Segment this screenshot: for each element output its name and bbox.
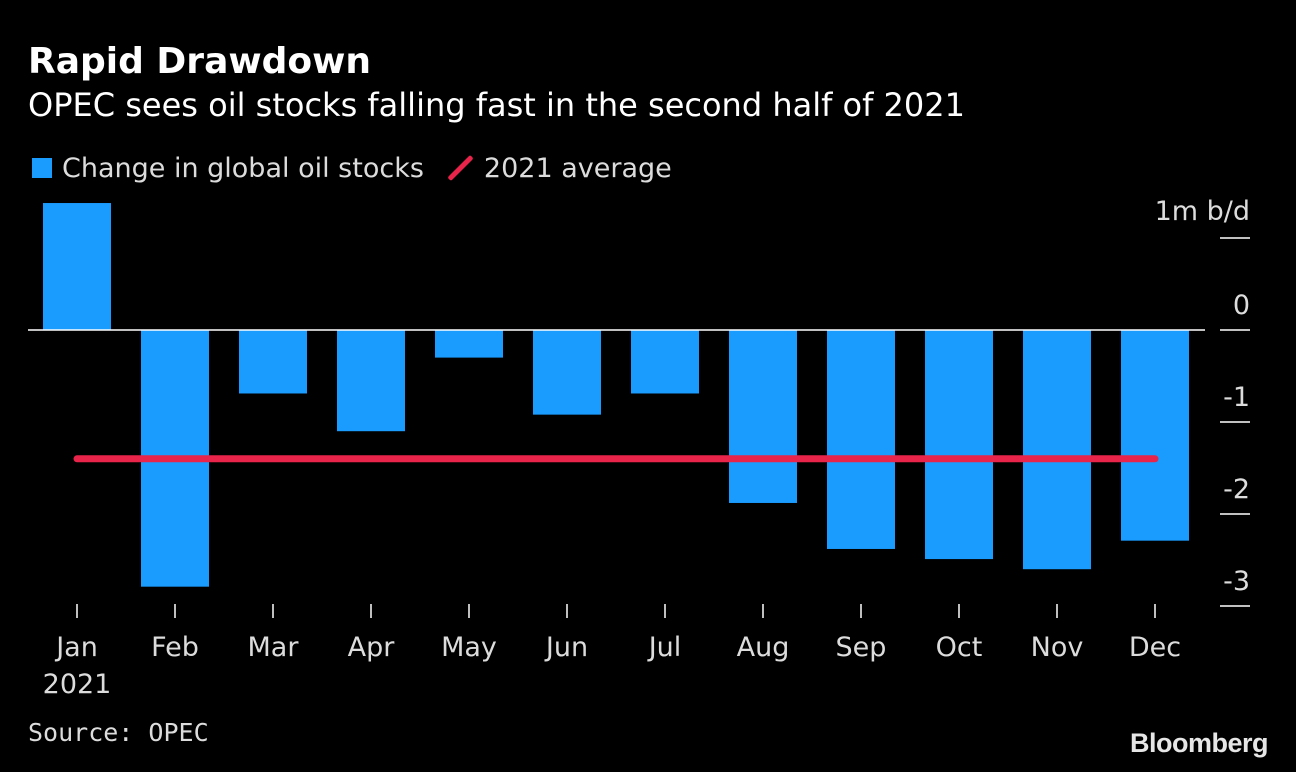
x-tick-label-mar: Mar bbox=[248, 632, 300, 663]
x-tick-label-jul: Jul bbox=[647, 632, 682, 663]
legend-item-average: 2021 average bbox=[446, 153, 672, 184]
x-tick-label-nov: Nov bbox=[1031, 632, 1084, 663]
x-tick-label-may: May bbox=[441, 632, 497, 663]
bar-mar bbox=[239, 330, 307, 394]
y-tick-label-2: -1 bbox=[1223, 382, 1250, 413]
legend: Change in global oil stocks 2021 average bbox=[32, 150, 694, 186]
bar-oct bbox=[925, 330, 993, 560]
x-tick-label-oct: Oct bbox=[936, 632, 983, 663]
x-tick-label-feb: Feb bbox=[151, 632, 199, 663]
bar-sep bbox=[827, 330, 895, 549]
bar-dec bbox=[1121, 330, 1189, 541]
bar-may bbox=[435, 330, 503, 358]
x-tick-label-sep: Sep bbox=[836, 632, 887, 663]
legend-label-stocks: Change in global oil stocks bbox=[62, 152, 424, 184]
bloomberg-logo: Bloomberg bbox=[1129, 728, 1269, 758]
source-note: Source: OPEC bbox=[28, 718, 209, 747]
bar-swatch-icon bbox=[32, 158, 52, 178]
bar-jul bbox=[631, 330, 699, 394]
y-tick-label-3: -2 bbox=[1223, 474, 1250, 505]
x-tick-label-jan: Jan bbox=[54, 632, 98, 663]
legend-label-average: 2021 average bbox=[483, 152, 672, 184]
chart-title: Rapid Drawdown bbox=[28, 41, 372, 82]
y-tick-label-1: 0 bbox=[1233, 290, 1250, 321]
bar-jan bbox=[43, 203, 111, 330]
chart-subtitle: OPEC sees oil stocks falling fast in the… bbox=[28, 86, 965, 124]
x-tick-label-jun: Jun bbox=[544, 632, 588, 663]
y-axis-unit-label: 1m b/d bbox=[1155, 196, 1250, 227]
bar-nov bbox=[1023, 330, 1091, 570]
y-tick-label-4: -3 bbox=[1223, 566, 1250, 597]
x-tick-label-apr: Apr bbox=[348, 632, 396, 663]
bar-jun bbox=[533, 330, 601, 415]
x-tick-label-dec: Dec bbox=[1129, 632, 1181, 663]
bar-apr bbox=[337, 330, 405, 432]
legend-item-stocks: Change in global oil stocks bbox=[32, 153, 424, 184]
x-year-label: 2021 bbox=[43, 669, 112, 700]
x-tick-label-aug: Aug bbox=[737, 632, 790, 663]
bar-aug bbox=[729, 330, 797, 503]
